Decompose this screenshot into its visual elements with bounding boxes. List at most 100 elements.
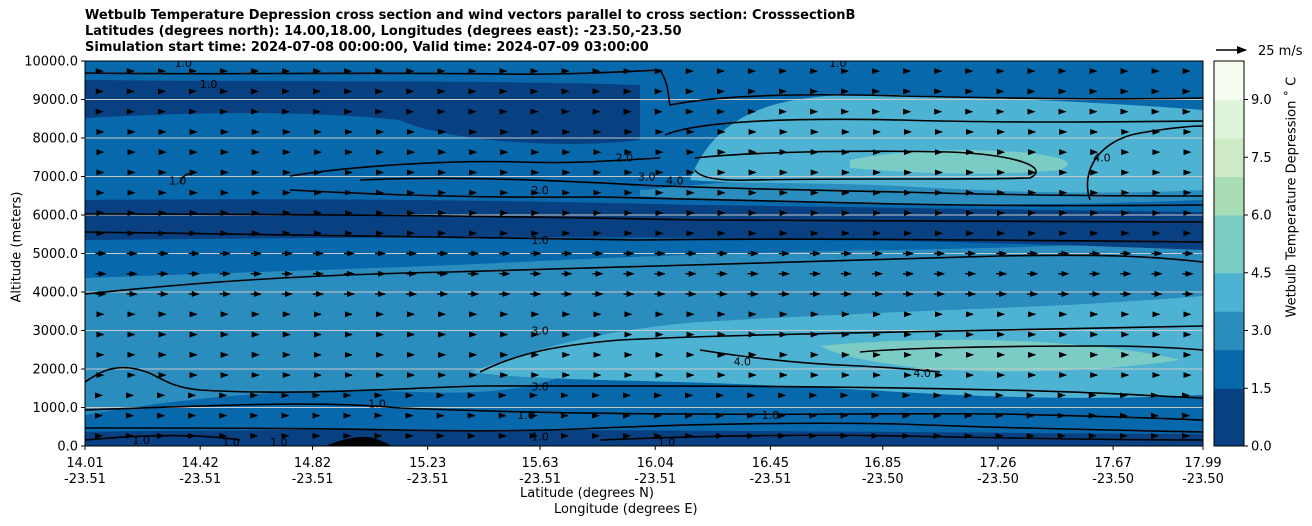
colorbar-segment xyxy=(1214,311,1244,331)
dry-field-mid xyxy=(85,240,1203,415)
contour-line xyxy=(85,422,1203,433)
x-tick-label-latitude: 14.42 xyxy=(182,456,219,471)
terrain xyxy=(325,436,392,446)
contour-label: 3.0 xyxy=(531,380,549,393)
colorbar-label: Wetbulb Temperature Depression ˚ C xyxy=(1284,76,1300,318)
colorbar-axis: 0.0 1.5 3.0 4.5 6.0 7.5 9.0 xyxy=(1244,93,1272,455)
y-tick-label: 7000.0 xyxy=(33,170,79,185)
y-axis: 0.0 1000.0 2000.0 3000.0 4000.0 5000.0 6000.0 7… xyxy=(24,55,85,455)
contour-line xyxy=(289,189,1203,207)
contour-labels: 1.0 2.0 2.0 3.0 4.0 4.0 3.0 3.0 4.0 4.0 1.0 1.0 1.0 1… xyxy=(132,57,1110,449)
x-axis: 14.01-23.5114.42-23.5114.82-23.5115.23-2… xyxy=(64,446,1224,487)
y-tick-label: 4000.0 xyxy=(33,286,79,301)
x-tick-label-latitude: 14.82 xyxy=(294,456,331,471)
dry-core-upper xyxy=(690,94,1203,193)
contour-label: 1.0 xyxy=(270,436,288,449)
contour-line xyxy=(85,69,1203,106)
colorbar-segment xyxy=(1214,234,1244,254)
colorbar-segment xyxy=(1214,176,1244,197)
chart-title: Wetbulb Temperature Depression cross sec… xyxy=(85,8,855,56)
x-tick-label-latitude: 17.26 xyxy=(979,456,1016,471)
contour-line xyxy=(859,345,1203,353)
y-tick-label: 8000.0 xyxy=(33,132,79,147)
colorbar-segment xyxy=(1214,80,1244,100)
x-tick-label-longitude: -23.50 xyxy=(1092,472,1134,487)
contour-line xyxy=(694,150,1037,181)
contour-line xyxy=(664,118,1203,136)
contour-label: 1.0 xyxy=(222,436,240,449)
colorbar-tick-label: 7.5 xyxy=(1251,151,1272,166)
colorbar-segment xyxy=(1214,369,1244,389)
x-tick-label-longitude: -23.51 xyxy=(519,472,561,487)
x-tick-label-longitude: -23.50 xyxy=(1182,472,1224,487)
y-axis-label: Altitude (meters) xyxy=(9,191,25,303)
colorbar-segment xyxy=(1214,138,1244,158)
quiver-key-label: 25 m/s xyxy=(1258,44,1303,59)
contour-line xyxy=(699,349,941,373)
colorbar-tick-label: 0.0 xyxy=(1251,440,1272,455)
colorbar-segment xyxy=(1214,157,1244,177)
contour-line xyxy=(479,325,1203,373)
contour-line xyxy=(599,434,1203,441)
colorbar-segment xyxy=(1214,292,1244,312)
dry-core-upper-inner xyxy=(850,150,1068,174)
x-tick-label-longitude: -23.51 xyxy=(749,472,791,487)
colorbar-tick-label: 6.0 xyxy=(1251,209,1272,224)
y-tick-label: 2000.0 xyxy=(33,363,79,378)
contour-label: 1.0 xyxy=(368,398,386,411)
x-tick-label-latitude: 14.01 xyxy=(66,456,103,471)
x-tick-label-latitude: 17.99 xyxy=(1184,456,1221,471)
colorbar-segment xyxy=(1214,99,1244,120)
wind-vectors xyxy=(94,68,1194,439)
contour-line xyxy=(85,213,1203,223)
colorbar-segment xyxy=(1214,349,1244,370)
contour-label: 1.0 xyxy=(200,78,218,91)
contour-label: 1.0 xyxy=(658,436,676,449)
contour-line xyxy=(1086,125,1203,201)
moist-layer-mid xyxy=(85,199,1203,250)
x-tick-label-longitude: -23.51 xyxy=(179,472,221,487)
colorbar-segment xyxy=(1214,195,1244,216)
contour-label: 4.0 xyxy=(913,367,931,380)
colorbar-segment xyxy=(1214,272,1244,293)
contour-label: 1.0 xyxy=(531,430,549,443)
colorbar-segment xyxy=(1214,426,1244,447)
contour-label: 4.0 xyxy=(666,174,684,187)
y-tick-label: 3000.0 xyxy=(33,324,79,339)
x-tick-label-latitude: 16.85 xyxy=(864,456,901,471)
colorbar xyxy=(1213,60,1245,447)
x-tick-label-latitude: 16.04 xyxy=(637,456,674,471)
contour-label: 2.0 xyxy=(531,184,549,197)
x-axis-label-latitude: Latitude (degrees N) xyxy=(520,486,654,501)
contour-line xyxy=(85,254,1203,295)
contour-label: 3.0 xyxy=(531,325,549,338)
contour-label: 1.0 xyxy=(762,409,780,422)
colorbar-segment xyxy=(1214,253,1244,274)
contour-label: 2.0 xyxy=(616,151,634,164)
contour-label: 1.0 xyxy=(531,234,549,247)
title-line-2: Latitudes (degrees north): 14.00,18.00, … xyxy=(85,24,682,39)
y-gridlines xyxy=(85,99,1203,408)
y-tick-label: 1000.0 xyxy=(33,401,79,416)
x-tick-label-longitude: -23.51 xyxy=(407,472,449,487)
colorbar-segment xyxy=(1214,407,1244,428)
x-tick-label-latitude: 17.67 xyxy=(1095,456,1132,471)
colorbar-segment xyxy=(1214,61,1244,81)
colorbar-tick-label: 4.5 xyxy=(1251,266,1272,281)
title-line-1: Wetbulb Temperature Depression cross sec… xyxy=(85,8,856,23)
x-tick-label-latitude: 15.63 xyxy=(521,456,558,471)
title-line-3: Simulation start time: 2024-07-08 00:00:… xyxy=(85,40,649,55)
colorbar-segment xyxy=(1214,330,1244,351)
contour-line xyxy=(359,177,1203,197)
x-tick-label-longitude: -23.51 xyxy=(64,472,106,487)
y-tick-label: 5000.0 xyxy=(33,247,79,262)
plot-area: 1.0 2.0 2.0 3.0 4.0 4.0 3.0 3.0 4.0 4.0 1.0 1.0 1.0 1… xyxy=(85,57,1203,449)
x-tick-label-longitude: -23.51 xyxy=(634,472,676,487)
contour-label: 1.0 xyxy=(175,57,193,70)
colorbar-segment xyxy=(1214,215,1244,235)
colorbar-segment xyxy=(1214,118,1244,139)
y-tick-label: 6000.0 xyxy=(33,209,79,224)
colorbar-frame xyxy=(1213,60,1245,447)
contour-label: 1.0 xyxy=(132,434,150,447)
